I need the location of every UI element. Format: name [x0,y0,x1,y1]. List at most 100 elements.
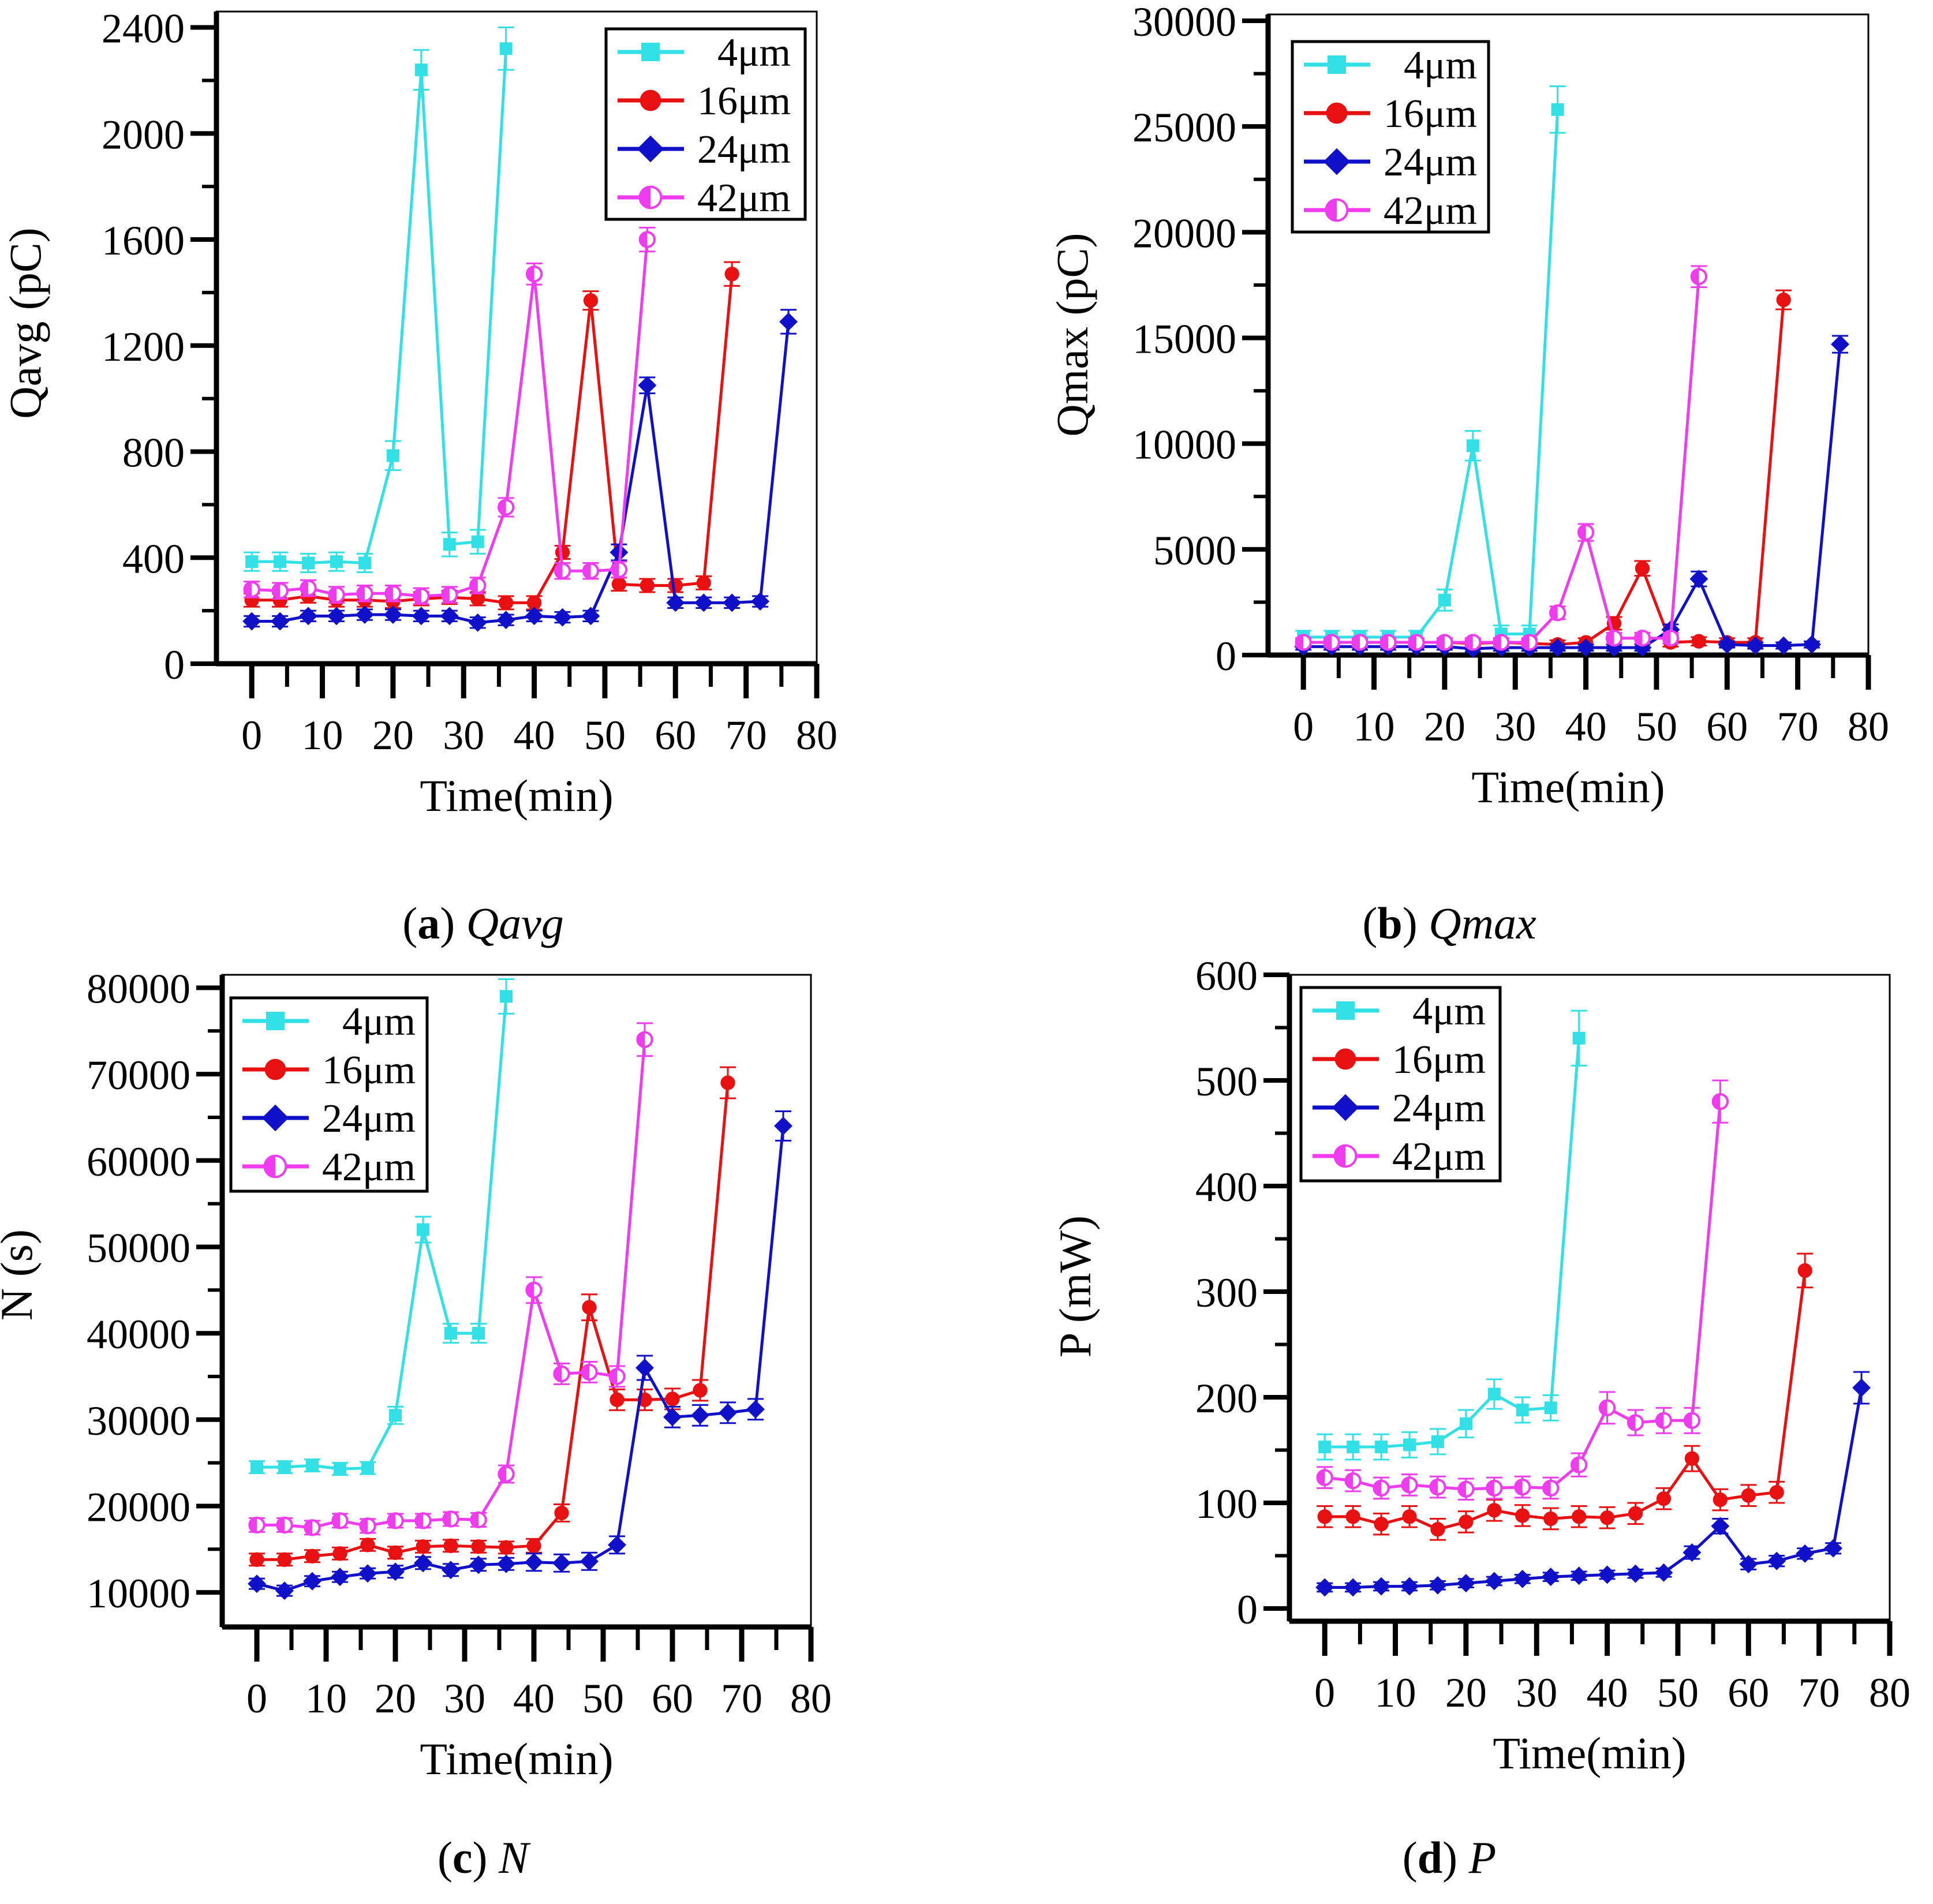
data-point [1372,1577,1391,1596]
data-point [1711,1517,1730,1536]
legend-marker [266,1012,285,1030]
data-point [274,555,287,568]
data-point [1598,1399,1616,1416]
data-point [1486,1479,1503,1497]
marker-half [1430,1479,1438,1495]
data-point [1373,1479,1390,1497]
marker-half [1326,199,1337,221]
marker-half [640,232,648,247]
y-tick-label: 300 [1195,1270,1258,1316]
x-tick-label: 80 [790,1675,832,1722]
data-point [386,449,399,462]
data-point [1572,1031,1586,1045]
chart-qmax: 0 5000 10000 15000 20000 25000 30000 0 10 20 30 40 5… [1047,0,1889,812]
data-point [635,1359,654,1377]
data-point [582,1300,597,1315]
data-point [1516,1403,1529,1416]
legend-marker [264,1058,286,1080]
x-tick-label: 50 [1636,704,1677,750]
marker-half [640,186,650,208]
data-point [554,562,571,579]
marker-half [526,267,534,282]
data-point [1345,1509,1360,1524]
data-point [1739,1555,1758,1574]
caption-letter: b [1377,898,1403,948]
data-point [525,265,543,283]
x-tick-label: 10 [305,1675,347,1722]
legend-box [1291,40,1490,234]
data-point [581,1363,598,1381]
data-point [1654,1563,1673,1582]
y-axis-label: P (mW) [1050,1215,1100,1357]
data-point [1689,570,1708,589]
data-point [412,607,431,626]
marker-half [329,587,337,603]
series-16μm [1295,289,1792,652]
data-point [1776,292,1791,308]
data-point [554,1505,569,1521]
data-point [638,376,657,395]
series-line [1325,1270,1807,1531]
series-42μm [243,226,656,605]
data-point [608,1368,626,1385]
x-tick-label: 10 [1354,704,1395,750]
series-24μm [1315,1371,1871,1597]
data-point [414,1512,432,1529]
data-point [243,581,260,598]
legend-marker [641,43,660,61]
y-tick-label: 0 [164,642,185,688]
panel-b: 0 5000 10000 15000 20000 25000 30000 0 10 20 30 40 5… [966,0,1932,952]
marker-half [1578,525,1586,540]
data-point [751,592,770,611]
data-point [1493,634,1510,651]
legend-marker [1328,55,1346,74]
y-tick-label: 70000 [87,1052,190,1098]
data-point [636,1031,653,1048]
panel-c: 10000 20000 30000 40000 50000 60000 70000 80000… [0,952,966,1903]
y-tick-label: 10000 [1132,422,1236,468]
legend-marker [1325,198,1349,222]
data-point [355,605,374,624]
data-point [468,613,487,632]
marker-half [332,1513,340,1528]
data-point [1852,1378,1871,1397]
data-point [497,1554,515,1573]
data-point [724,267,739,282]
marker-half [1409,635,1416,650]
marker-half [554,1366,562,1382]
marker-half [1345,1473,1354,1488]
series-24μm [248,1110,792,1600]
data-point [497,499,515,516]
data-point [1544,1401,1557,1415]
data-point [444,1327,457,1340]
series-24μm [242,309,798,632]
marker-half [1543,1480,1551,1496]
marker-half [272,583,281,598]
marker-half [1334,1145,1345,1167]
legend-marker [261,1104,289,1132]
series-16μm [1317,1252,1814,1541]
marker-half [1550,605,1558,620]
data-point [389,1409,402,1422]
legend-marker [1326,102,1348,124]
data-point [1548,638,1567,657]
data-point [610,1392,625,1408]
y-tick-label: 800 [122,430,185,476]
data-point [300,579,317,597]
x-tick-label: 30 [444,1675,485,1722]
data-point [1571,1509,1587,1524]
data-point [1457,1480,1475,1498]
data-point [1379,634,1397,651]
legend-label: 4μm [1404,43,1477,88]
legend-label: 42μm [322,1145,416,1189]
legend-marker [263,1154,287,1179]
data-point [442,1561,460,1580]
chart-qavg: 0 400 800 1200 1600 2000 2400 0 10 20 30 40 50 60 70 80… [0,6,837,821]
series-4μm [244,27,514,574]
legend-marker [1333,1144,1358,1168]
x-tick-label: 70 [726,712,767,758]
data-point [696,575,711,590]
y-tick-label: 500 [1195,1058,1258,1105]
legend-label: 24μm [1392,1086,1486,1131]
